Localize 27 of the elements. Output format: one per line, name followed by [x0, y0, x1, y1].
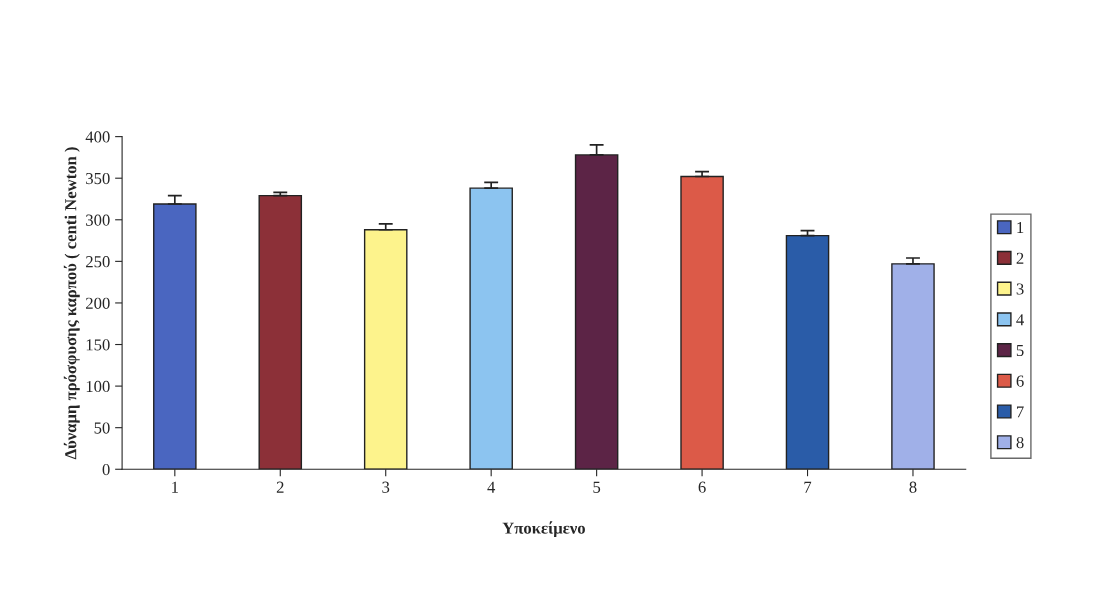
y-tick-label: 100 [86, 380, 110, 393]
legend-label: 1 [1017, 222, 1024, 234]
x-tick-label: 8 [909, 481, 917, 493]
y-tick-label: 150 [86, 339, 110, 351]
y-tick-label: 50 [94, 422, 110, 434]
x-tick-label: 2 [276, 481, 284, 493]
x-tick-label: 3 [382, 481, 390, 493]
legend-label: 5 [1016, 344, 1024, 357]
legend-label: 3 [1016, 283, 1024, 295]
legend-label: 4 [1016, 314, 1024, 326]
y-axis-title: Δύναμη πρόσφυσης καρπού ( centi Newton ) [63, 147, 80, 460]
legend-label: 7 [1017, 406, 1024, 418]
x-tick-label: 7 [804, 481, 812, 493]
legend-label: 6 [1016, 375, 1024, 387]
y-tick-label: 300 [86, 214, 110, 226]
y-tick-label: 250 [86, 256, 110, 268]
x-tick-label: 6 [698, 481, 706, 493]
x-axis-title: Υποκείμενο [502, 521, 585, 538]
x-tick-label: 5 [593, 481, 601, 493]
y-tick-label: 200 [86, 297, 110, 309]
y-tick-label: 0 [102, 463, 110, 476]
legend-label: 2 [1016, 252, 1024, 264]
x-tick-label: 4 [487, 481, 496, 493]
y-tick-label: 350 [86, 172, 110, 185]
y-tick-label: 400 [85, 131, 110, 143]
x-tick-label: 1 [172, 481, 178, 493]
legend-label: 8 [1016, 436, 1024, 449]
